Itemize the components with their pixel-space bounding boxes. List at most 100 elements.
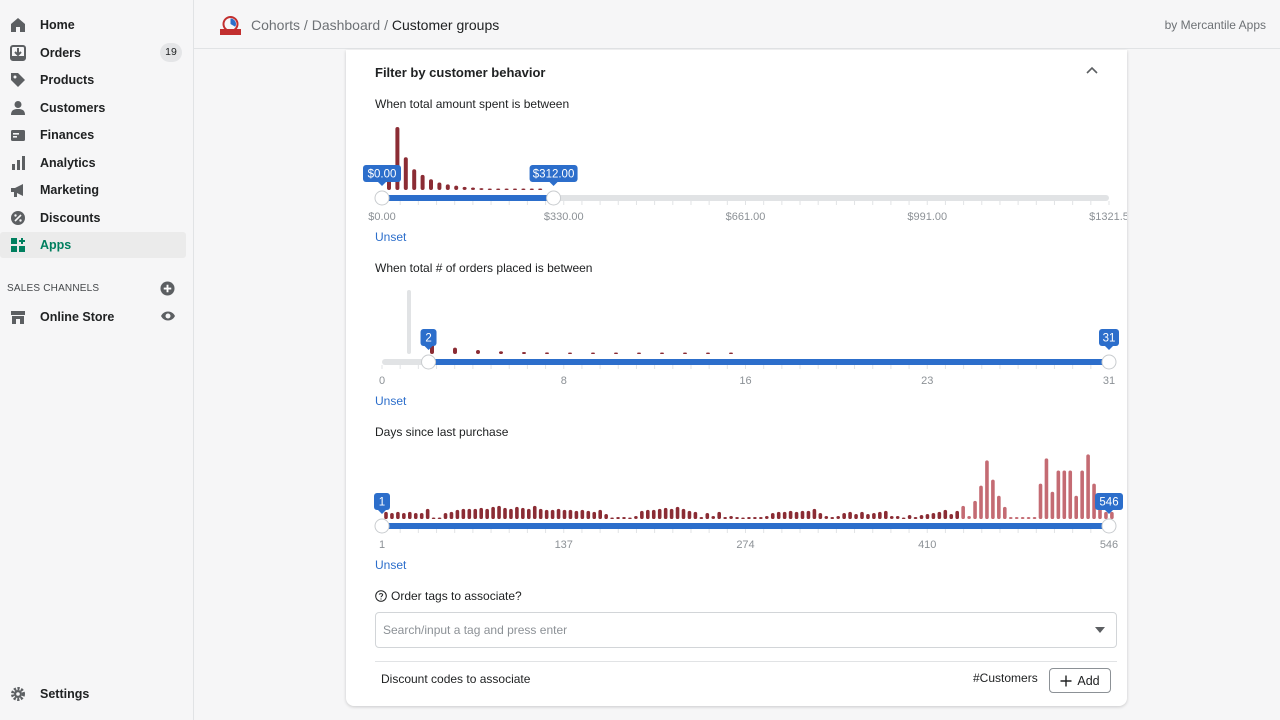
slider-max-handle[interactable] <box>1101 518 1117 534</box>
orders-count-badge: 19 <box>160 43 182 62</box>
nav-discounts[interactable]: Discounts <box>0 205 186 231</box>
axis-tick-label: 23 <box>921 375 933 387</box>
histogram-bar <box>1044 458 1049 519</box>
nav-finances-label: Finances <box>40 128 95 142</box>
sales-channels-heading: SALES CHANNELS <box>7 283 100 294</box>
histogram-bar <box>562 509 567 519</box>
nav-apps-label: Apps <box>40 238 72 252</box>
histogram-bar <box>384 511 388 519</box>
slider-max-value-bubble <box>1099 329 1119 346</box>
sidebar: Home Orders 19 Products Customers Financ… <box>0 0 194 720</box>
histogram-bar <box>937 511 942 519</box>
histogram-bar <box>1050 491 1055 519</box>
histogram-bar <box>681 508 686 519</box>
orders-unset-link[interactable]: Unset <box>375 394 407 408</box>
histogram-bar <box>408 511 412 519</box>
days-unset-link[interactable]: Unset <box>375 558 407 572</box>
breadcrumb-dashboard[interactable]: Dashboard <box>311 17 381 33</box>
histogram-bar <box>454 185 459 190</box>
spent-range-slider[interactable]: $0.00 $312.00 $0.00 $330.00 $661.00 $991.00 $1… <box>346 50 1127 230</box>
slider-track <box>382 195 1109 201</box>
histogram-bar <box>663 507 668 519</box>
axis-tick-label: $1321.5 <box>1089 211 1127 223</box>
histogram-bar <box>491 506 495 519</box>
histogram-bar <box>735 516 739 519</box>
histogram-bar <box>538 188 543 190</box>
slider-min-handle[interactable] <box>421 354 437 370</box>
histogram-bar <box>693 511 698 519</box>
histogram-bar <box>788 510 793 519</box>
histogram-bar <box>919 514 924 519</box>
histogram-bar <box>476 350 480 354</box>
histogram-bar <box>403 157 408 190</box>
histogram-bar <box>1110 511 1114 519</box>
slider-min-handle[interactable] <box>374 518 390 534</box>
histogram-bar <box>907 514 912 519</box>
nav-finances[interactable]: Finances <box>0 122 186 148</box>
orders-range-slider[interactable]: 2 31 0 8 16 23 31 <box>346 50 1127 400</box>
histogram-bar <box>445 184 450 190</box>
caret-down-icon[interactable] <box>1095 627 1105 633</box>
nav-settings[interactable]: Settings <box>0 681 186 707</box>
histogram-bar <box>1074 495 1078 519</box>
histogram-bar <box>794 511 799 519</box>
histogram-bar <box>973 500 977 519</box>
histogram-bar <box>580 509 585 519</box>
histogram-bar <box>509 508 513 519</box>
histogram-bar <box>443 512 448 519</box>
slider-max-value-text: 31 <box>1103 333 1116 345</box>
nav-orders[interactable]: Orders 19 <box>0 40 186 66</box>
histogram-bar <box>854 513 858 519</box>
nav-analytics[interactable]: Analytics <box>0 150 186 176</box>
discount-icon <box>11 211 25 225</box>
histogram-bar <box>646 509 650 519</box>
home-icon <box>11 18 25 32</box>
nav-home[interactable]: Home <box>0 12 186 38</box>
nav-apps[interactable]: Apps <box>0 232 186 258</box>
histogram-bar <box>1092 483 1096 519</box>
histogram-bar <box>527 508 531 519</box>
slider-min-value-bubble <box>363 165 401 182</box>
add-sales-channel-icon[interactable] <box>160 281 175 296</box>
breadcrumb: Cohorts / Dashboard / Customer groups <box>251 17 500 33</box>
histogram-bar <box>503 507 507 519</box>
nav-online-store[interactable]: Online Store <box>0 304 186 330</box>
discount-tag[interactable]: #Customers <box>973 671 1038 685</box>
slider-max-handle[interactable] <box>546 190 562 206</box>
histogram-bar <box>521 507 525 519</box>
histogram-bar <box>723 516 727 519</box>
eye-icon[interactable] <box>160 309 176 323</box>
histogram-bar <box>431 517 436 519</box>
nav-customers-label: Customers <box>40 101 106 115</box>
nav-products[interactable]: Products <box>0 67 186 93</box>
histogram-bar <box>614 352 618 354</box>
chevron-up-icon[interactable] <box>1084 63 1100 77</box>
card-title: Filter by customer behavior <box>375 65 546 80</box>
nav-discounts-label: Discounts <box>40 211 101 225</box>
add-discount-button[interactable]: Add <box>1049 668 1111 693</box>
histogram-bar-unselected <box>407 290 411 354</box>
days-range-slider[interactable]: 1 546 1 137 274 410 546 <box>346 50 1127 560</box>
histogram-bar <box>669 508 674 519</box>
nav-online-store-label: Online Store <box>40 310 115 324</box>
nav-customers[interactable]: Customers <box>0 95 186 121</box>
bar-chart-icon <box>12 156 25 170</box>
slider-max-handle[interactable] <box>1101 354 1117 370</box>
nav-marketing[interactable]: Marketing <box>0 177 186 203</box>
histogram-bar <box>729 515 733 519</box>
histogram-bar <box>955 510 959 519</box>
spent-unset-link[interactable]: Unset <box>375 230 407 244</box>
slider-min-handle[interactable] <box>374 190 390 206</box>
megaphone-icon <box>11 184 23 197</box>
order-tags-input[interactable] <box>376 613 1076 647</box>
histogram-bar <box>604 513 608 519</box>
histogram-bar <box>729 352 733 354</box>
histogram-bar <box>901 517 906 519</box>
breadcrumb-cohorts[interactable]: Cohorts <box>251 17 301 33</box>
histogram-bar <box>1062 470 1067 519</box>
axis-tick-label: 274 <box>736 539 754 551</box>
histogram-bar <box>706 352 710 354</box>
order-tags-select[interactable] <box>375 612 1117 648</box>
histogram-bar <box>513 188 517 190</box>
histogram-bar <box>913 516 918 519</box>
